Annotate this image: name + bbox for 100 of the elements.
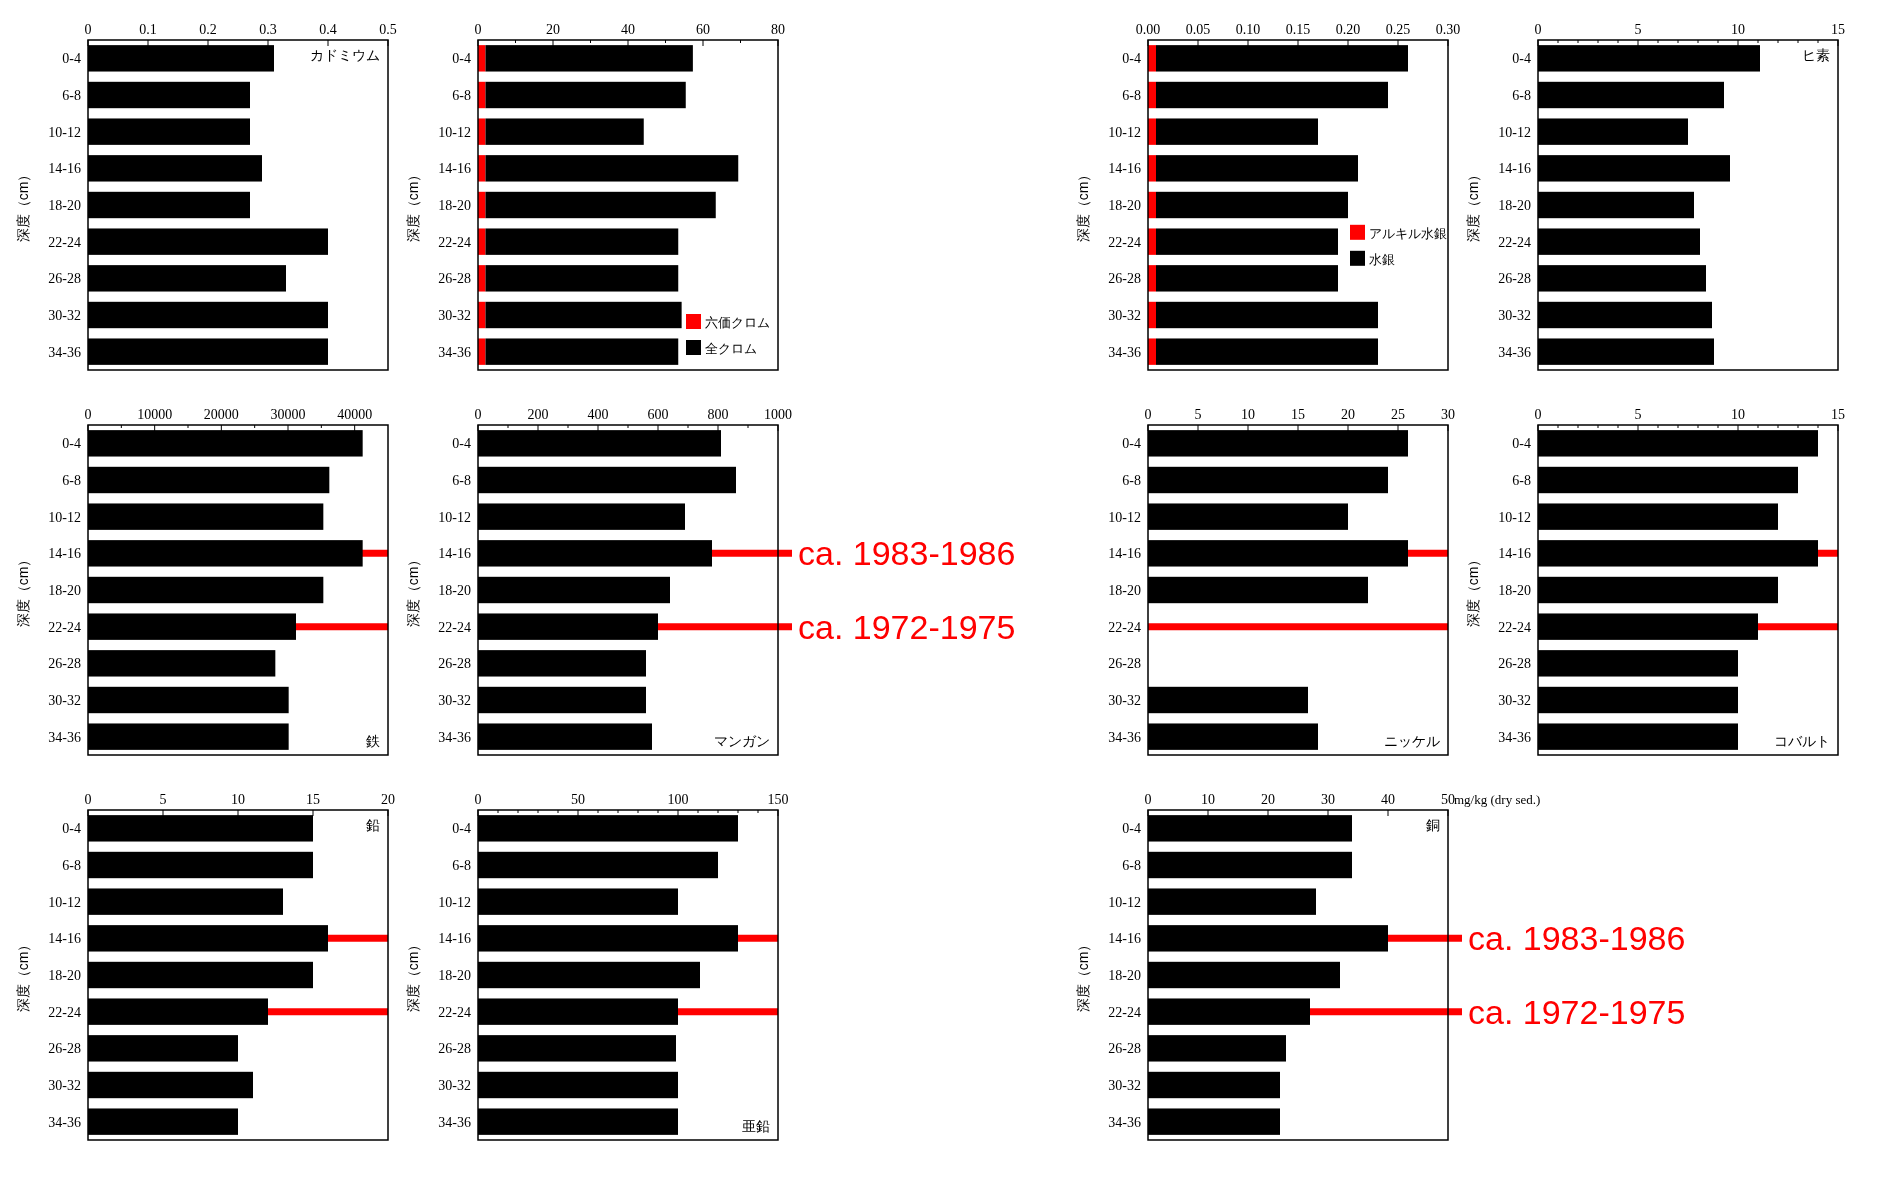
x-tick-label: 200 — [527, 407, 549, 422]
y-tick-label: 18-20 — [1108, 968, 1141, 983]
bar — [1156, 265, 1338, 292]
x-tick-label: 0.20 — [1335, 22, 1361, 37]
y-tick-label: 6-8 — [1122, 473, 1141, 488]
bar — [478, 118, 486, 145]
text: 銅 — [1426, 817, 1440, 833]
x-tick-label: 600 — [647, 407, 669, 422]
y-tick-label: 18-20 — [48, 968, 81, 983]
legend-label: アルキル水銀 — [1369, 225, 1447, 241]
x-tick-label: 30 — [1321, 792, 1335, 807]
y-tick-label: 10-12 — [1498, 124, 1531, 140]
bar — [485, 155, 739, 182]
y-tick-label: 30-32 — [1498, 693, 1531, 708]
y-tick-label: 0-4 — [1512, 51, 1531, 67]
y-tick-label: 26-28 — [1108, 1041, 1141, 1057]
bar — [478, 81, 486, 109]
y-tick-label: 0-4 — [1122, 821, 1141, 837]
x-tick-label: 10 — [1731, 407, 1745, 422]
y-tick-label: 10-12 — [48, 124, 81, 140]
legend-label: 六価クロム — [705, 315, 770, 330]
y-tick-label: 18-20 — [1108, 583, 1141, 598]
x-tick-label: 0.30 — [1435, 22, 1461, 37]
x-tick-label: 15 — [1831, 22, 1845, 37]
y-tick-label: 14-16 — [48, 931, 81, 947]
y-tick-label: 14-16 — [48, 546, 81, 562]
y-tick-label: 26-28 — [48, 271, 81, 287]
y-tick-label: 18-20 — [438, 583, 471, 598]
y-tick-label: 30-32 — [48, 308, 81, 323]
y-axis-title: 深度（cm） — [405, 167, 421, 243]
x-tick-label: 10 — [1201, 792, 1215, 807]
x-tick-label: 0 — [1534, 22, 1542, 37]
x-tick-label: 0.2 — [199, 22, 217, 37]
x-tick-label: 20000 — [203, 407, 239, 422]
y-tick-label: 6-8 — [62, 88, 81, 103]
y-tick-label: 30-32 — [1108, 308, 1141, 323]
text: ヒ素 — [1802, 47, 1830, 63]
x-tick-label: 5 — [159, 792, 167, 807]
x-tick-label: 60 — [696, 22, 710, 37]
x-tick-label: 25 — [1391, 407, 1405, 422]
y-tick-label: 22-24 — [48, 619, 81, 635]
x-tick-label: 0.25 — [1385, 22, 1411, 37]
y-tick-label: 30-32 — [438, 693, 471, 708]
x-tick-label: 40000 — [337, 407, 373, 422]
y-tick-label: 0-4 — [1122, 51, 1141, 67]
bar — [1156, 155, 1358, 182]
x-tick-label: 5 — [1634, 22, 1642, 37]
bar — [485, 265, 679, 292]
y-tick-label: 10-12 — [1498, 509, 1531, 525]
y-tick-label: 0-4 — [1122, 436, 1141, 452]
x-tick-label: 10 — [1731, 22, 1745, 37]
bar — [485, 228, 679, 255]
y-tick-label: 6-8 — [452, 88, 471, 103]
y-tick-label: 30-32 — [438, 308, 471, 323]
y-tick-label: 6-8 — [452, 473, 471, 488]
x-tick-label: 30000 — [270, 407, 306, 422]
x-tick-label: 0 — [474, 792, 482, 807]
y-tick-label: 34-36 — [1498, 729, 1531, 745]
y-tick-label: 6-8 — [1512, 473, 1531, 488]
y-tick-label: 22-24 — [1108, 234, 1141, 250]
x-tick-label: 10 — [1241, 407, 1255, 422]
y-tick-label: 34-36 — [438, 344, 471, 360]
y-axis-title: 深度（cm） — [15, 937, 31, 1013]
y-tick-label: 0-4 — [62, 436, 81, 452]
legend-label: 水銀 — [1369, 251, 1395, 267]
bar — [485, 191, 716, 219]
x-tick-label: 0.00 — [1135, 22, 1161, 37]
y-tick-label: 22-24 — [48, 234, 81, 250]
x-tick-label: 0.05 — [1185, 22, 1211, 37]
x-axis-title: mg/kg (dry sed.) — [1454, 792, 1541, 807]
y-tick-label: 30-32 — [1108, 1078, 1141, 1093]
y-tick-label: 0-4 — [62, 51, 81, 67]
text: 鉛 — [366, 817, 380, 833]
x-tick-label: 0.1 — [139, 22, 157, 37]
y-tick-label: 10-12 — [438, 509, 471, 525]
y-tick-label: 34-36 — [1498, 344, 1531, 360]
y-tick-label: 18-20 — [1108, 198, 1141, 213]
y-tick-label: 34-36 — [438, 1114, 471, 1130]
y-tick-label: 18-20 — [1498, 583, 1531, 598]
y-tick-label: 6-8 — [62, 858, 81, 873]
y-axis-title: 深度（cm） — [1465, 167, 1481, 243]
x-tick-label: 0.4 — [319, 22, 337, 37]
bar — [478, 155, 486, 182]
y-axis-title: 深度（cm） — [405, 552, 421, 628]
y-tick-label: 6-8 — [62, 473, 81, 488]
y-tick-label: 26-28 — [48, 1041, 81, 1057]
y-tick-label: 26-28 — [1108, 271, 1141, 287]
y-tick-label: 14-16 — [48, 161, 81, 177]
y-tick-label: 0-4 — [62, 821, 81, 837]
y-tick-label: 10-12 — [48, 509, 81, 525]
bar — [1156, 301, 1378, 329]
ref-line-label: ca. 1972-1975 — [798, 607, 1016, 646]
y-tick-label: 0-4 — [1512, 436, 1531, 452]
x-tick-label: 0 — [84, 792, 92, 807]
x-tick-label: 1000 — [764, 407, 792, 422]
bar — [478, 191, 486, 219]
x-tick-label: 15 — [1831, 407, 1845, 422]
y-tick-label: 22-24 — [438, 234, 471, 250]
y-tick-label: 34-36 — [1108, 729, 1141, 745]
x-tick-label: 0 — [1534, 407, 1542, 422]
